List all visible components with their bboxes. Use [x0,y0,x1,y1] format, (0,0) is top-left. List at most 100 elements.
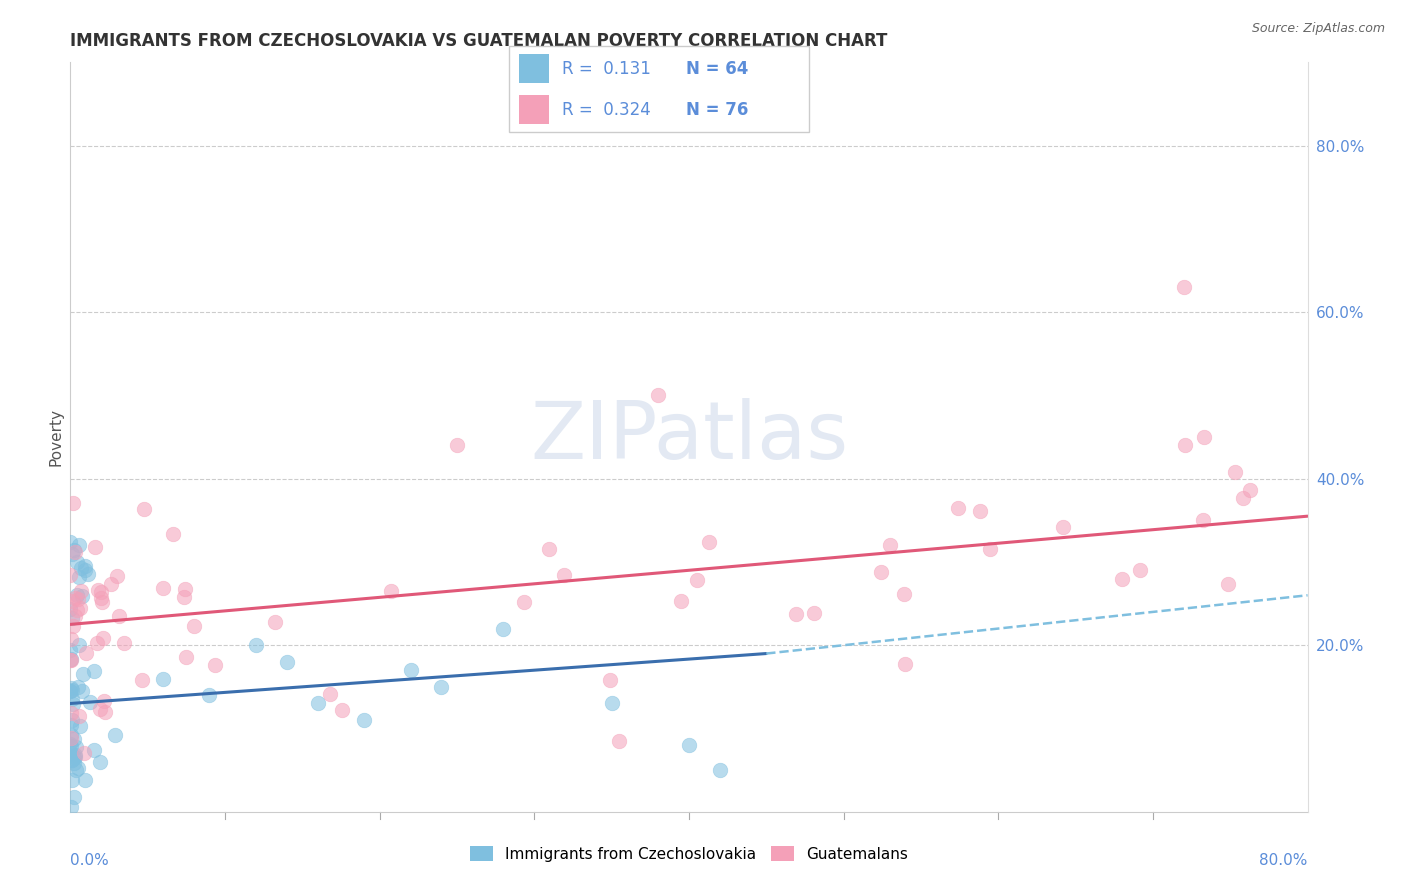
Point [492,622,515,636]
Point [174,582,197,596]
Point [66,588,89,602]
Point [59,684,82,698]
Point [1173,280,1195,294]
Point [600,697,623,711]
Point [553,567,575,582]
Point [669,594,692,608]
Point [60,706,83,721]
Point [73,563,96,577]
Text: N = 64: N = 64 [686,60,748,78]
Point [63,609,86,624]
Point [63,543,86,558]
Point [59,739,82,753]
Point [67,709,90,723]
Point [60,632,83,646]
Point [90,591,112,605]
Point [67,638,90,652]
Point [100,577,122,591]
Text: N = 76: N = 76 [686,101,748,119]
Point [90,585,112,599]
Point [59,681,82,695]
Y-axis label: Poverty: Poverty [48,408,63,467]
Point [1174,437,1197,451]
Point [173,590,195,604]
Point [62,619,84,633]
Point [307,697,329,711]
Point [1052,520,1074,534]
Text: R =  0.324: R = 0.324 [562,101,651,119]
Point [60,652,83,666]
Point [70,583,93,598]
Point [709,763,731,777]
Point [1239,483,1261,498]
Point [67,538,90,552]
Point [70,589,93,603]
Point [60,691,83,706]
Point [59,718,82,732]
Point [62,753,84,767]
Point [979,541,1001,556]
Point [537,542,560,557]
Bar [519,95,550,124]
Text: 80.0%: 80.0% [1260,853,1308,868]
Point [1232,491,1254,506]
Point [63,545,86,559]
Point [276,655,298,669]
Point [152,672,174,686]
Point [245,638,267,652]
Point [75,646,97,660]
Point [93,694,115,708]
Point [70,684,93,698]
Point [1129,564,1152,578]
Point [894,657,917,672]
Point [66,555,89,569]
Point [60,611,83,625]
Point [1191,513,1213,527]
Bar [519,54,550,83]
Text: IMMIGRANTS FROM CZECHOSLOVAKIA VS GUATEMALAN POVERTY CORRELATION CHART: IMMIGRANTS FROM CZECHOSLOVAKIA VS GUATEM… [70,32,887,50]
Point [353,713,375,727]
Point [803,606,825,620]
Point [59,728,82,742]
Point [89,756,111,770]
Point [91,631,114,645]
Point [599,673,621,687]
Point [90,594,112,608]
Point [697,534,720,549]
Point [647,388,669,402]
Point [59,652,82,666]
Point [686,573,709,587]
Point [1216,577,1239,591]
Point [59,731,82,745]
Point [59,737,82,751]
Point [112,636,135,650]
Point [63,751,86,765]
Point [84,540,107,554]
Point [59,800,82,814]
Text: Source: ZipAtlas.com: Source: ZipAtlas.com [1251,22,1385,36]
Point [785,607,807,621]
Point [108,609,131,624]
Point [132,502,155,516]
Point [60,683,83,698]
Point [66,603,89,617]
FancyBboxPatch shape [509,46,810,132]
Point [62,756,84,771]
Point [67,570,90,584]
Point [86,636,108,650]
Point [65,764,87,778]
Point [204,657,226,672]
Point [60,772,83,787]
Point [59,643,82,657]
Point [59,602,82,616]
Point [59,534,82,549]
Point [893,586,915,600]
Point [162,527,184,541]
Point [879,538,901,552]
Point [83,665,105,679]
Point [131,673,153,687]
Point [869,565,891,579]
Point [83,743,105,757]
Text: 0.0%: 0.0% [70,853,110,868]
Point [59,653,82,667]
